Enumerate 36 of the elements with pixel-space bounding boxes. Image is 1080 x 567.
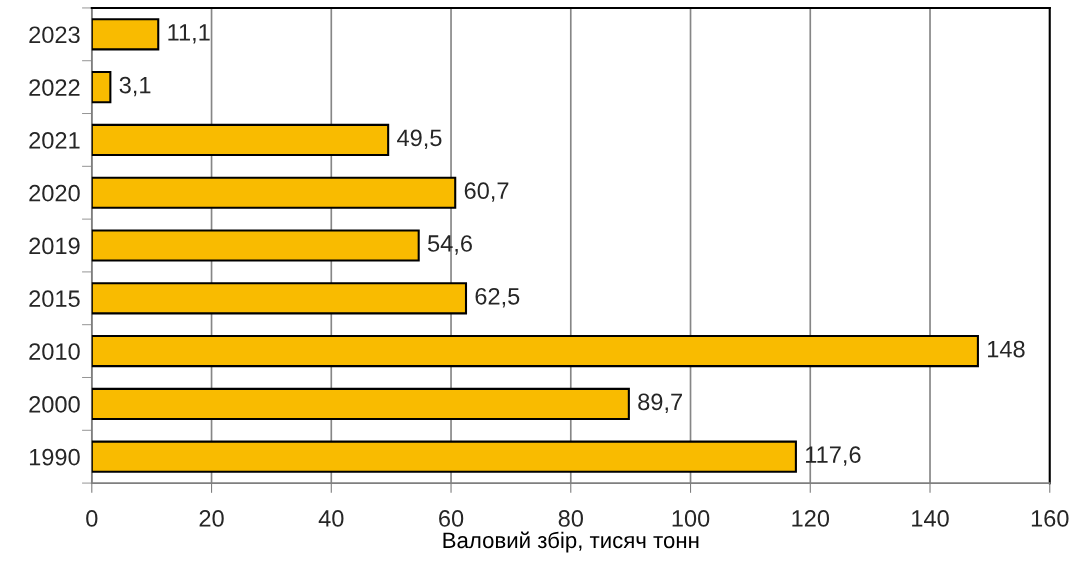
bar (91, 229, 420, 262)
data-label: 60,7 (464, 182, 509, 202)
y-tick-label: 2020 (29, 184, 80, 202)
x-axis-title: Валовий збір, тисяч тонн (443, 531, 699, 553)
y-tick-label: 2015 (29, 290, 80, 308)
y-tick-label: 2021 (29, 131, 80, 149)
x-tick-label: 100 (672, 510, 710, 527)
x-tick-label: 120 (792, 510, 830, 527)
data-label: 54,6 (427, 235, 472, 255)
x-tick-label: 20 (199, 510, 224, 527)
y-tick-label: 2010 (29, 343, 80, 360)
bar (91, 282, 468, 315)
y-tick-label: 1990 (29, 448, 80, 466)
data-label: 89,7 (638, 393, 682, 414)
y-tick-label: 2023 (29, 26, 80, 44)
data-label: 62,5 (475, 287, 520, 308)
y-tick-label: 2000 (29, 395, 80, 413)
x-tick-label: 40 (318, 510, 344, 527)
data-label: 49,5 (397, 129, 442, 150)
bar (91, 18, 160, 51)
x-tick-label: 160 (1031, 510, 1069, 527)
x-tick-label: 80 (558, 510, 583, 527)
x-tick-label: 0 (86, 510, 98, 527)
bar (91, 176, 457, 209)
bar (91, 335, 979, 368)
x-tick-label: 60 (439, 510, 464, 527)
bar (91, 440, 797, 473)
data-label: 3,1 (119, 76, 151, 97)
bar (91, 387, 630, 420)
bar (91, 71, 112, 104)
data-label: 11,1 (168, 24, 210, 44)
y-tick-label: 2019 (29, 237, 80, 255)
y-tick-label: 2022 (29, 79, 80, 96)
bar (91, 123, 390, 157)
x-tick-label: 140 (912, 510, 949, 527)
data-label: 148 (988, 340, 1025, 358)
